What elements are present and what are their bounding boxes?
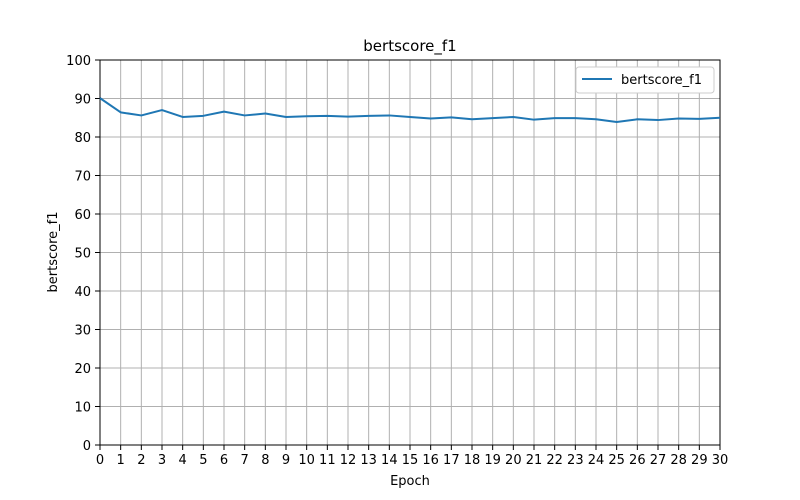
y-tick-label: 80 — [74, 131, 91, 146]
grid-lines — [99, 59, 721, 446]
x-tick-label: 23 — [567, 453, 584, 468]
x-tick-label: 11 — [319, 453, 336, 468]
y-tick-label: 100 — [66, 54, 91, 69]
x-tick-label: 28 — [670, 453, 687, 468]
x-tick-label: 13 — [360, 453, 377, 468]
y-tick-label: 70 — [74, 170, 91, 185]
y-tick-label: 50 — [74, 247, 91, 262]
chart-title: bertscore_f1 — [363, 37, 456, 56]
x-tick-label: 8 — [261, 453, 269, 468]
y-tick-label: 30 — [74, 324, 91, 339]
legend-box — [575, 66, 715, 94]
x-tick-label: 22 — [546, 453, 563, 468]
y-axis: 0 10 20 30 40 50 60 70 80 90 100 — [66, 54, 100, 454]
y-tick-label: 20 — [74, 362, 91, 377]
x-tick-label: 15 — [402, 453, 419, 468]
x-tick-label: 12 — [340, 453, 357, 468]
x-tick-label: 30 — [712, 453, 729, 468]
x-tick-label: 10 — [298, 453, 315, 468]
x-tick-label: 2 — [137, 453, 145, 468]
x-tick-label: 7 — [241, 453, 249, 468]
x-axis-label: Epoch — [390, 474, 430, 489]
y-tick-label: 90 — [74, 93, 91, 108]
x-tick-label: 6 — [220, 453, 228, 468]
x-tick-label: 18 — [464, 453, 481, 468]
series-line-bertscore-f1 — [99, 97, 721, 123]
x-tick-label: 19 — [484, 453, 501, 468]
x-tick-label: 27 — [650, 453, 667, 468]
y-tick-label: 10 — [74, 401, 91, 416]
x-axis: 0 1 2 3 4 5 6 7 8 9 10 11 12 13 14 15 16 17 18 19 20 21 22 23 24… — [96, 445, 728, 468]
x-tick-label: 5 — [199, 453, 207, 468]
y-tick-label: 60 — [74, 208, 91, 223]
x-tick-label: 14 — [381, 453, 398, 468]
x-tick-label: 3 — [158, 453, 166, 468]
y-axis-label: bertscore_f1 — [46, 212, 61, 293]
legend-label-bertscore-f1: bertscore_f1 — [621, 73, 702, 88]
y-tick-label: 40 — [74, 285, 91, 300]
x-tick-label: 26 — [629, 453, 646, 468]
y-tick-label: 0 — [83, 439, 91, 454]
x-tick-label: 4 — [179, 453, 187, 468]
x-tick-label: 20 — [505, 453, 522, 468]
x-tick-label: 21 — [526, 453, 543, 468]
x-tick-label: 17 — [443, 453, 460, 468]
x-tick-label: 24 — [588, 453, 605, 468]
x-tick-label: 0 — [96, 453, 104, 468]
x-tick-label: 25 — [608, 453, 625, 468]
x-tick-label: 1 — [117, 453, 125, 468]
x-tick-label: 29 — [691, 453, 708, 468]
legend: bertscore_f1 — [575, 66, 715, 94]
x-tick-label: 16 — [422, 453, 439, 468]
x-tick-label: 9 — [282, 453, 290, 468]
series-group — [99, 97, 721, 123]
